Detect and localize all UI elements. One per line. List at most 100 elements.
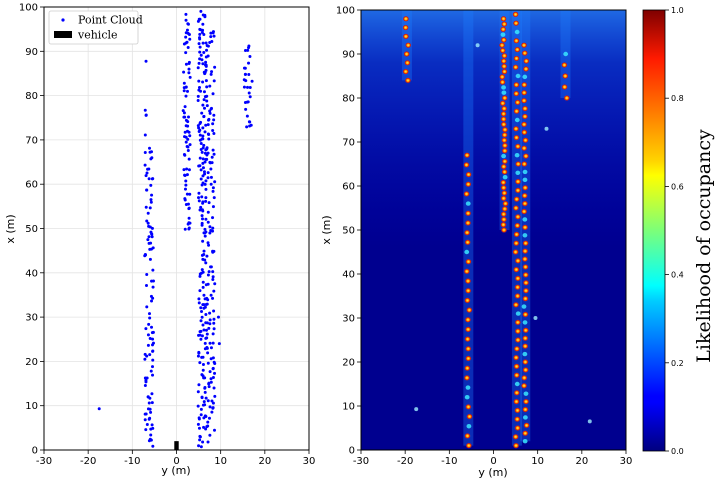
heatmap-occupancy-cell <box>522 279 530 286</box>
point-cloud-point <box>149 241 153 245</box>
point-cloud-point <box>150 226 154 230</box>
point-cloud-point <box>211 406 215 410</box>
point-cloud-point <box>212 113 216 117</box>
point-cloud-point <box>146 221 150 225</box>
heatmap-occupancy-cell <box>522 287 530 294</box>
point-cloud-point <box>209 265 213 269</box>
point-cloud-point <box>200 334 204 338</box>
heatmap-occupancy-cell <box>520 121 528 128</box>
point-cloud-point <box>246 48 250 52</box>
point-cloud-point <box>199 407 203 411</box>
point-cloud-point <box>209 31 213 35</box>
heatmap-occupancy-cell <box>464 278 472 285</box>
left-y-tick-label: 30 <box>25 313 38 324</box>
point-cloud-point <box>211 341 215 345</box>
point-cloud-point <box>147 224 151 228</box>
heatmap-occupancy-cell <box>521 105 529 112</box>
heatmap-occupancy-cell <box>501 147 508 154</box>
right-y-tick-label: 0 <box>349 446 355 457</box>
heatmap-occupancy-cell <box>403 51 410 57</box>
point-cloud-point <box>206 54 210 58</box>
point-cloud-point <box>201 134 205 138</box>
point-cloud-point <box>201 239 205 243</box>
point-cloud-point <box>148 257 152 261</box>
point-cloud-point <box>197 191 201 195</box>
heatmap-occupancy-cell <box>464 219 472 226</box>
right-x-tick-label: -10 <box>441 456 457 467</box>
heatmap-occupancy-cell <box>463 161 470 168</box>
point-cloud-point <box>247 72 251 76</box>
heatmap-occupancy-cell <box>521 161 528 167</box>
point-cloud-point <box>151 349 155 353</box>
heatmap-occupancy-cell <box>522 74 528 80</box>
heatmap-occupancy-cell <box>563 95 571 101</box>
right-y-tick-label: 60 <box>342 182 355 193</box>
point-cloud-point <box>212 196 216 200</box>
point-cloud-point <box>181 109 185 113</box>
heatmap-occupancy-cell <box>402 24 409 31</box>
heatmap-occupancy-cell <box>522 359 529 365</box>
point-cloud-point <box>187 67 191 71</box>
point-cloud-point <box>148 407 152 411</box>
point-cloud-point <box>145 272 149 276</box>
point-cloud-point <box>207 326 211 330</box>
point-cloud-point <box>143 133 147 137</box>
legend-point-cloud-label: Point Cloud <box>78 14 143 27</box>
point-cloud-point <box>199 445 203 449</box>
heatmap-occupancy-cell <box>522 233 528 238</box>
heatmap-occupancy-cell <box>501 21 508 28</box>
point-cloud-point <box>201 201 205 205</box>
point-cloud-point <box>199 337 203 341</box>
point-cloud-point <box>144 428 148 432</box>
point-cloud-point <box>143 163 147 167</box>
right-x-tick-label: 10 <box>531 456 544 467</box>
point-cloud-point <box>203 160 207 164</box>
heatmap-occupancy-cell <box>463 152 471 159</box>
heatmap-occupancy-cell <box>500 216 508 223</box>
heatmap-occupancy-cell <box>522 327 529 334</box>
point-cloud-point <box>205 254 209 258</box>
point-cloud-point <box>202 32 206 36</box>
colorbar-label: Likelihood of occupancy <box>693 129 715 363</box>
point-cloud-point <box>217 342 221 346</box>
left-x-tick-label: -10 <box>124 456 140 467</box>
right-y-tick-label: 90 <box>342 50 355 61</box>
point-cloud-point <box>206 44 210 48</box>
point-cloud-point <box>204 313 208 317</box>
point-cloud-point <box>205 157 209 161</box>
heatmap-occupancy-cell <box>513 90 520 97</box>
point-cloud-point <box>207 133 211 137</box>
point-cloud-point <box>147 312 151 316</box>
left-axis-ticks: -30 -20 -10 0 10 20 30 0 10 20 30 40 50 60 70 80 90 100 <box>19 3 315 468</box>
heatmap-occupancy-cell <box>514 213 522 220</box>
heatmap-occupancy-cell <box>500 36 508 43</box>
left-x-tick-label: 20 <box>258 456 271 467</box>
point-cloud-point <box>188 134 192 138</box>
point-cloud-point <box>145 188 149 192</box>
point-cloud-point <box>146 238 150 242</box>
right-x-tick-label: -20 <box>397 456 413 467</box>
point-cloud-point <box>204 396 208 400</box>
point-cloud-point <box>205 104 209 108</box>
point-cloud-point <box>149 369 153 373</box>
point-cloud-point <box>211 122 215 126</box>
point-cloud-point <box>200 221 204 225</box>
right-y-tick-label: 20 <box>342 358 355 369</box>
heatmap-occupancy-cell <box>502 175 508 180</box>
heatmap-occupancy-cell <box>501 95 508 101</box>
point-cloud-point <box>150 279 154 283</box>
heatmap-occupancy-cell <box>561 84 568 90</box>
point-cloud-point <box>204 217 208 221</box>
heatmap-occupancy-cell <box>522 295 529 302</box>
point-cloud-point <box>201 209 205 213</box>
heatmap-occupancy-cell <box>522 406 529 413</box>
heatmap-occupancy-cell <box>512 249 519 255</box>
heatmap-occupancy-cell <box>465 201 471 206</box>
point-cloud-point <box>210 70 214 74</box>
left-y-tick-label: 20 <box>25 357 38 368</box>
point-cloud-point <box>150 193 154 197</box>
heatmap-occupancy-cell <box>522 137 529 144</box>
right-y-tick-label: 30 <box>342 314 355 325</box>
point-cloud-point <box>148 353 152 357</box>
point-cloud-point <box>198 50 202 54</box>
